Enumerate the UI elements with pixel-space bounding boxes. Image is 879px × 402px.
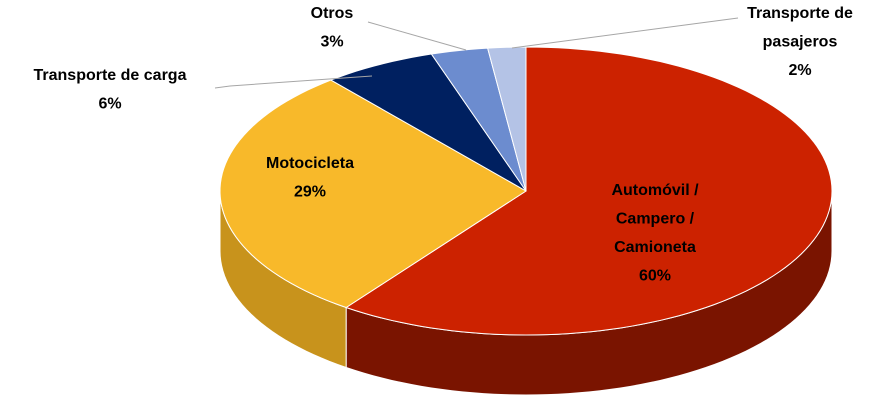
pie-slice: [329, 53, 527, 192]
value-label: 60%: [639, 268, 671, 285]
data-label: Transporte de carga: [34, 67, 187, 84]
label-line: Campero /: [616, 211, 695, 228]
value-label: 3%: [320, 34, 343, 51]
leader-line: [214, 75, 373, 89]
value-label: 2%: [788, 62, 811, 79]
label-line: Transporte de: [747, 5, 853, 22]
value-label: 29%: [294, 184, 326, 201]
data-label: Otros: [311, 5, 354, 22]
leader-line: [511, 17, 739, 49]
label-line: Camioneta: [614, 239, 696, 256]
pie-slice: [219, 79, 527, 309]
pie-slice: [487, 46, 527, 192]
label-line: Motocicleta: [266, 155, 354, 172]
label-line: Automóvil /: [611, 182, 699, 199]
label-line: Transporte de carga: [34, 67, 187, 84]
data-label: Automóvil / Campero / Camioneta: [611, 182, 699, 256]
label-line: Otros: [311, 5, 354, 22]
leader-line: [367, 21, 467, 51]
pie-top: [219, 46, 833, 336]
label-line: pasajeros: [763, 34, 838, 51]
pie-slice: [430, 47, 527, 192]
data-label: Transporte de pasajeros: [747, 5, 853, 51]
pie-slice: [344, 46, 833, 336]
value-label: 6%: [98, 96, 121, 113]
data-label: Motocicleta: [266, 155, 354, 172]
